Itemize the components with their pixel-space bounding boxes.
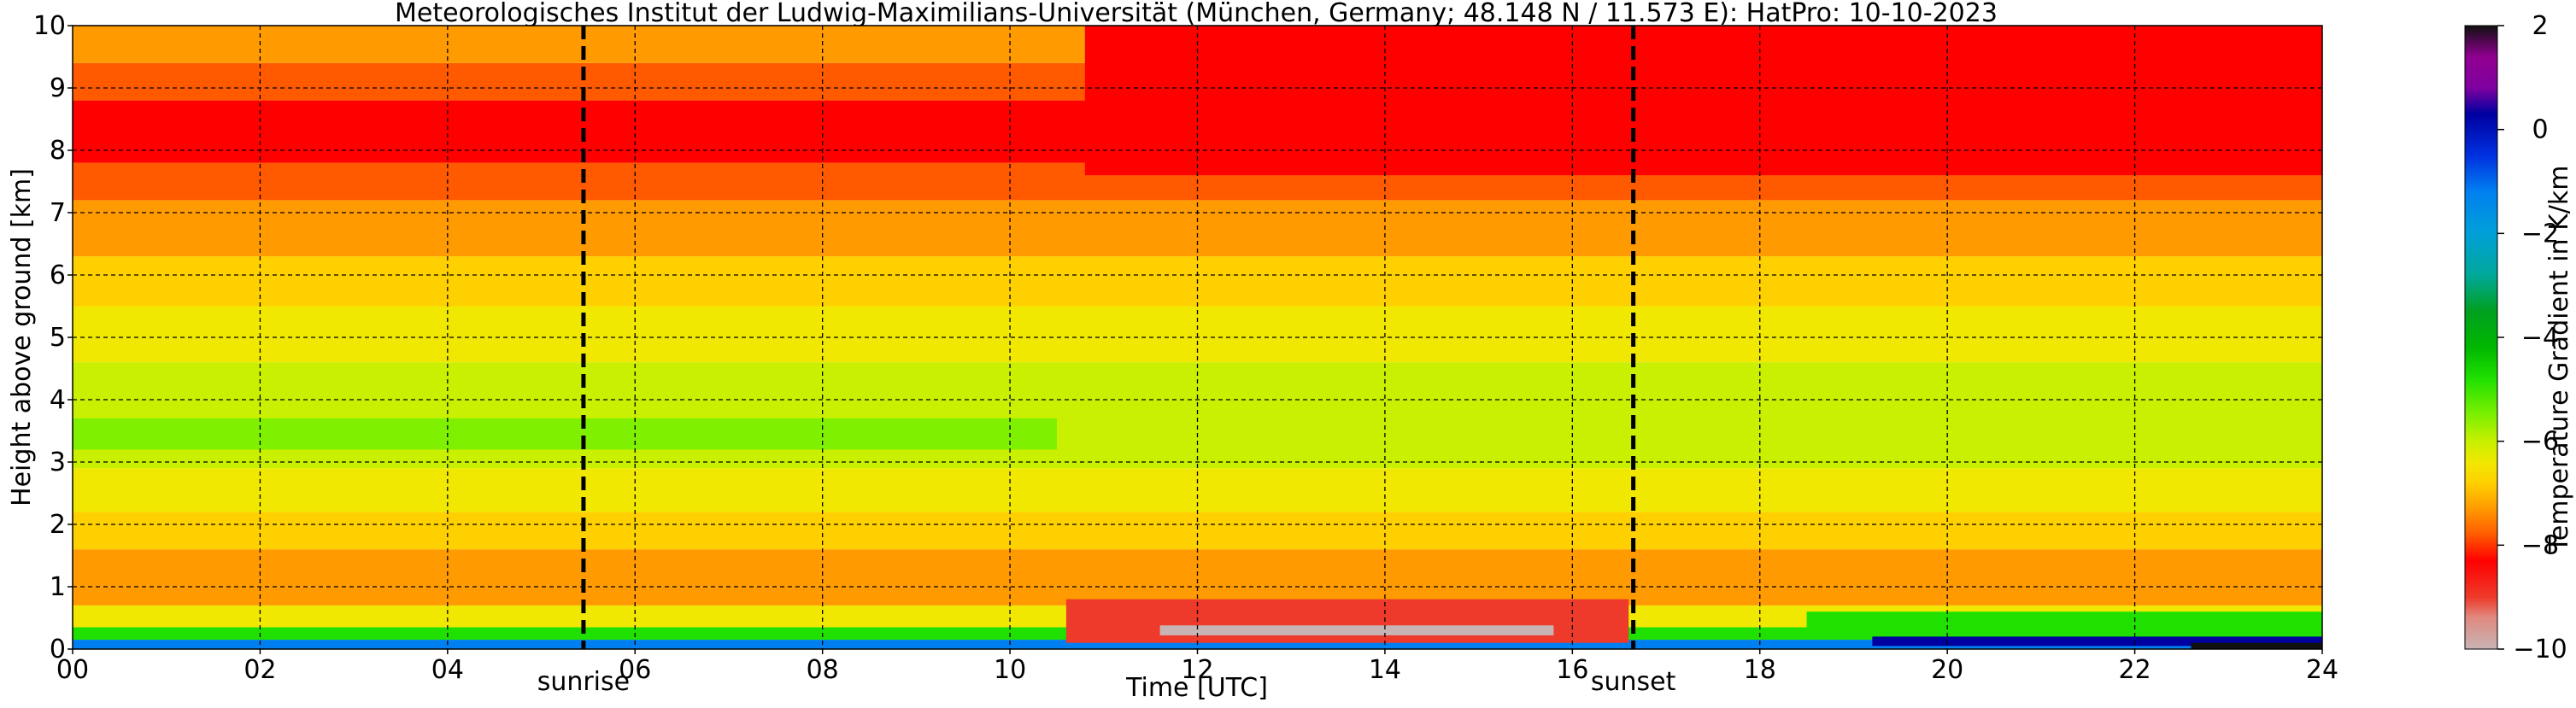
x-tick-label: 02 <box>244 655 276 685</box>
y-tick-label: 4 <box>50 385 66 415</box>
colorbar-ticks: 2 0 −2 −4 −6 −8 −10 <box>2497 11 2567 664</box>
heatmap-feature <box>1065 599 1629 643</box>
grid-lines <box>73 26 2322 649</box>
x-tick-label: 12 <box>1181 655 1213 685</box>
y-tick-label: 8 <box>50 136 66 166</box>
x-tick-label: 08 <box>807 655 839 685</box>
colorbar-tick-label: −4 <box>2521 323 2559 353</box>
colorbar-tick-label: 2 <box>2532 11 2548 41</box>
plot-area <box>73 26 2322 649</box>
colorbar-tick-label: −6 <box>2521 427 2559 457</box>
x-tick-label: 24 <box>2306 655 2338 685</box>
event-markers <box>581 26 1636 649</box>
x-tick-label: 22 <box>2118 655 2151 685</box>
heatmap-feature <box>1084 26 2322 176</box>
x-axis-label: Time [UTC] <box>1125 673 1268 703</box>
heatmap-feature <box>1159 625 1554 635</box>
colorbar-tick-label: 0 <box>2532 115 2548 145</box>
y-tick-label: 5 <box>50 323 66 353</box>
colorbar-label: Temperature Gradient in K/km <box>2544 166 2574 553</box>
sunrise-label: sunrise <box>537 667 630 697</box>
x-axis-ticks: 00 02 04 06 08 10 12 14 16 18 20 22 24 <box>56 649 2338 685</box>
y-tick-label: 2 <box>50 510 66 540</box>
y-tick-label: 10 <box>33 11 66 41</box>
x-tick-label: 10 <box>994 655 1026 685</box>
heatmap-feature <box>1872 636 2322 647</box>
sunset-label: sunset <box>1591 667 1676 697</box>
y-tick-label: 1 <box>50 572 66 602</box>
y-axis-ticks: 0 1 2 3 4 5 6 7 8 9 10 <box>33 11 73 664</box>
event-marker-labels: sunrise sunset <box>537 667 1676 697</box>
heatmap-feature <box>73 418 1057 450</box>
x-tick-label: 14 <box>1369 655 1401 685</box>
x-tick-label: 04 <box>431 655 464 685</box>
x-tick-label: 06 <box>619 655 651 685</box>
heatmap-feature <box>2191 642 2322 649</box>
x-tick-label: 18 <box>1744 655 1776 685</box>
y-axis-label: Height above ground [km] <box>7 168 37 506</box>
y-tick-label: 6 <box>50 260 66 290</box>
colorbar-tick-label: −10 <box>2513 635 2567 664</box>
colorbar-scale <box>2464 25 2498 650</box>
y-tick-label: 3 <box>50 448 66 477</box>
chart-title: Meteorologisches Institut der Ludwig-Max… <box>395 0 1998 28</box>
colorbar-tick-label: −8 <box>2521 530 2559 560</box>
heatmap-feature <box>1806 611 2322 637</box>
x-tick-label: 00 <box>56 655 89 685</box>
colorbar-tick-label: −2 <box>2521 219 2559 249</box>
y-tick-label: 0 <box>50 635 66 664</box>
x-tick-label: 20 <box>1931 655 1963 685</box>
y-tick-label: 7 <box>50 198 66 228</box>
y-tick-label: 9 <box>50 73 66 103</box>
x-tick-label: 16 <box>1556 655 1588 685</box>
colorbar: 2 0 −2 −4 −6 −8 −10 Temperature Gradient in K/… <box>2464 11 2574 664</box>
